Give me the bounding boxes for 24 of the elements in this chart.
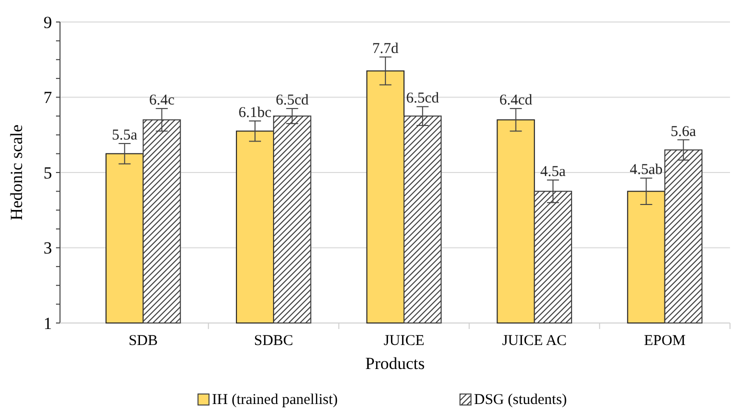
y-tick-label: 1 <box>44 314 52 333</box>
x-tick-label: SDB <box>128 333 158 349</box>
data-label: 6.5cd <box>276 92 310 109</box>
y-tick-label: 9 <box>44 12 52 32</box>
data-label: 6.4cd <box>499 92 533 109</box>
y-axis-title: Hedonic scale <box>7 124 26 220</box>
legend-label: DSG (students) <box>474 392 567 408</box>
legend-label: IH (trained panellist) <box>212 392 338 408</box>
x-axis-title: Products <box>365 354 425 373</box>
x-tick-label: EPOM <box>644 333 686 349</box>
data-label: 6.4c <box>149 92 175 109</box>
y-tick-label: 5 <box>44 163 52 182</box>
data-label: 4.5a <box>540 164 566 180</box>
y-tick-label: 3 <box>44 238 52 258</box>
data-label: 7.7d <box>372 40 400 57</box>
y-tick-label: 7 <box>44 88 52 108</box>
data-label: 4.5ab <box>630 162 663 178</box>
x-tick-label: JUICE AC <box>502 333 567 349</box>
data-label: 6.5cd <box>406 90 440 107</box>
data-label: 5.5a <box>112 128 138 144</box>
data-label: 6.1bc <box>238 104 272 121</box>
x-tick-label: JUICE <box>384 333 424 349</box>
x-tick-label: SDBC <box>254 333 294 349</box>
data-label: 5.6a <box>670 124 696 140</box>
